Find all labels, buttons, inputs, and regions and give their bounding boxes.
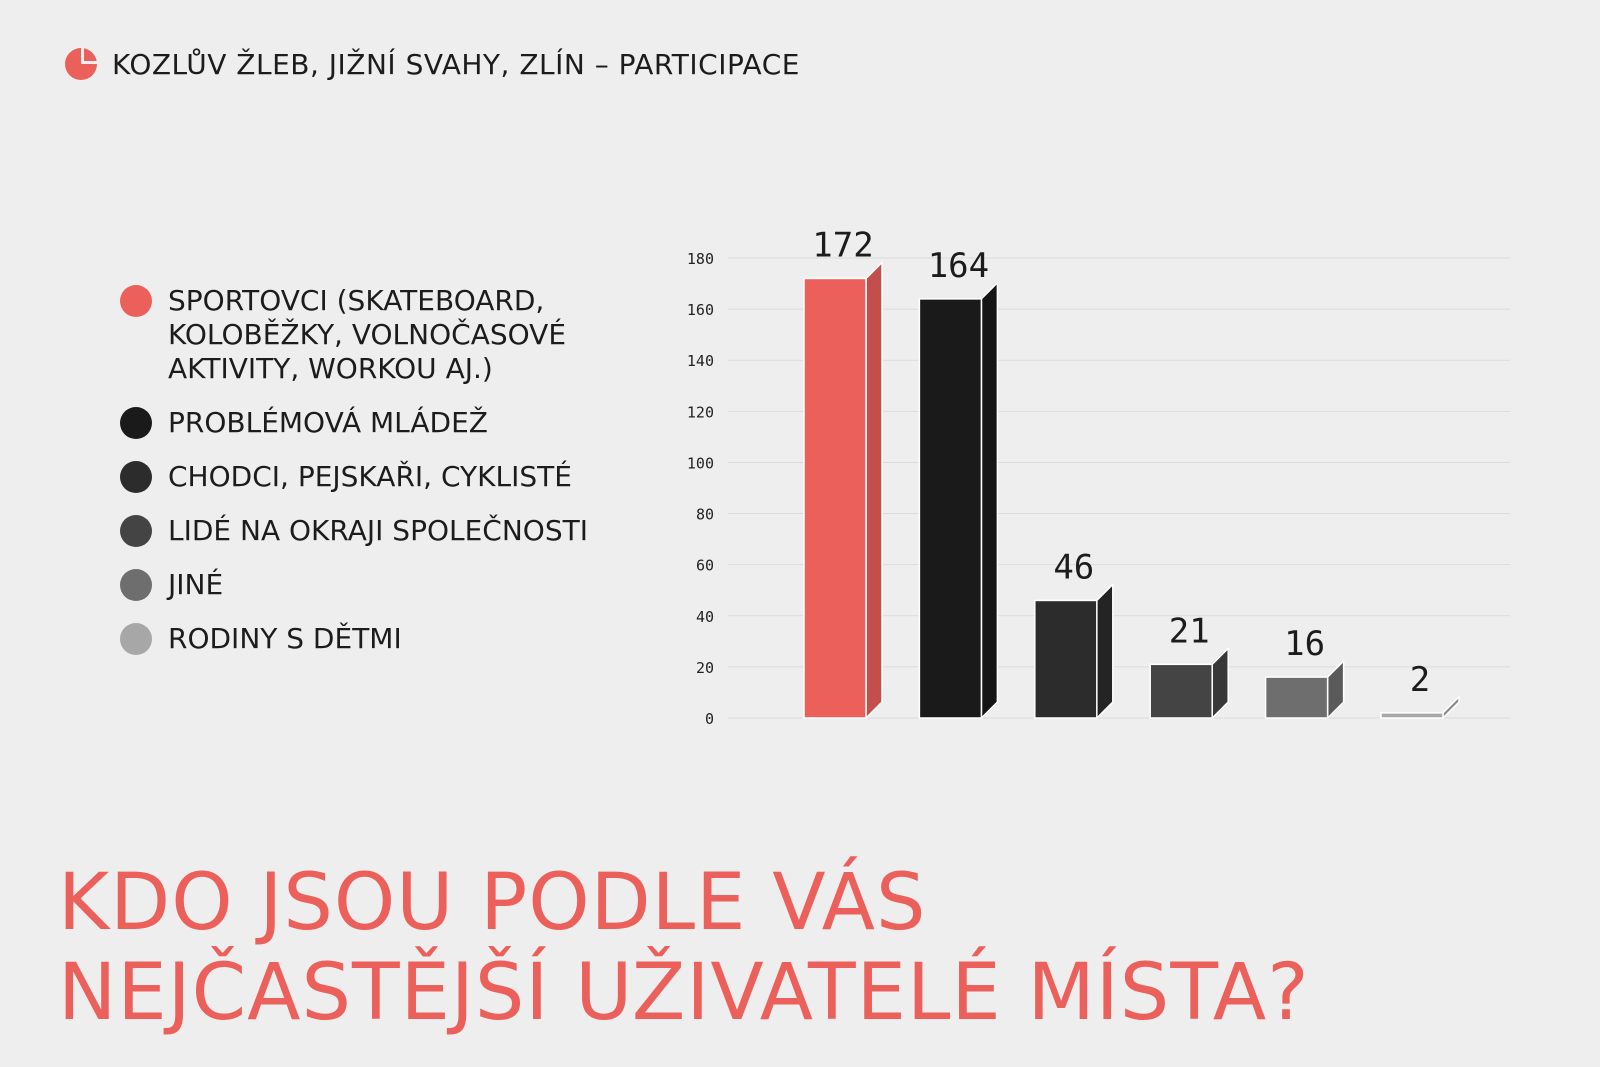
bar-side (1096, 583, 1114, 719)
legend-item: RODINY S DĚTMI (120, 622, 640, 656)
bar (1034, 599, 1098, 719)
data-label: 164 (928, 246, 989, 286)
legend-label-line: RODINY S DĚTMI (168, 622, 402, 655)
main-question: KDO JSOU PODLE VÁS NEJČASTĚJŠÍ UŽIVATELÉ… (58, 858, 1310, 1038)
legend-label-line: LIDÉ NA OKRAJI SPOLEČNOSTI (168, 514, 588, 547)
legend-dot-icon (120, 623, 152, 655)
header: KOZLŮV ŽLEB, JIŽNÍ SVAHY, ZLÍN – PARTICI… (64, 44, 800, 84)
bar (918, 298, 983, 719)
legend-label: CHODCI, PEJSKAŘI, CYKLISTÉ (168, 460, 572, 494)
bar-side (1211, 647, 1229, 719)
pie-chart-icon-shape (65, 48, 97, 80)
y-tick-label: 0 (705, 710, 714, 728)
data-label: 2 (1410, 660, 1430, 700)
y-tick-label: 100 (687, 454, 714, 472)
pie-chart-icon-slice (84, 48, 97, 61)
legend-dot-icon (120, 569, 152, 601)
legend-dot-icon (120, 461, 152, 493)
legend-label: LIDÉ NA OKRAJI SPOLEČNOSTI (168, 514, 588, 548)
y-tick-label: 140 (687, 352, 714, 370)
legend-label-line: CHODCI, PEJSKAŘI, CYKLISTÉ (168, 460, 572, 493)
legend-item: LIDÉ NA OKRAJI SPOLEČNOSTI (120, 514, 640, 548)
y-tick-label: 160 (687, 301, 714, 319)
bar (1149, 663, 1213, 719)
pie-chart-icon (65, 48, 97, 80)
y-tick-label: 180 (687, 250, 714, 268)
bar-side (1326, 660, 1345, 719)
legend-label: RODINY S DĚTMI (168, 622, 402, 656)
y-tick-label: 120 (687, 403, 714, 421)
bar-side (865, 261, 883, 719)
legend-label: SPORTOVCI (SKATEBOARD, KOLOBĚŽKY, VOLNOČA… (168, 284, 566, 386)
legend-label-line: PROBLÉMOVÁ MLÁDEŽ (168, 406, 488, 439)
main-question-line-1: KDO JSOU PODLE VÁS (58, 858, 927, 948)
bar-side (1442, 696, 1460, 719)
legend-dot-icon (120, 285, 152, 317)
data-label: 21 (1169, 611, 1210, 651)
data-label: 46 (1053, 547, 1094, 587)
y-tick-label: 80 (696, 506, 714, 524)
bar-side (980, 282, 999, 719)
bar (1264, 676, 1329, 719)
data-label: 16 (1284, 624, 1325, 664)
legend-label-line: SPORTOVCI (SKATEBOARD, (168, 284, 545, 317)
bar-chart: 0 20 40 60 80 100 120 140 160 180 172 164 46 21 16 2 (687, 225, 1510, 728)
legend-item: PROBLÉMOVÁ MLÁDEŽ (120, 406, 640, 440)
legend-dot-icon (120, 407, 152, 439)
data-label: 172 (812, 225, 873, 265)
legend-item: SPORTOVCI (SKATEBOARD, KOLOBĚŽKY, VOLNOČA… (120, 284, 640, 386)
bar (1380, 712, 1444, 719)
page-title: KOZLŮV ŽLEB, JIŽNÍ SVAHY, ZLÍN – PARTICI… (112, 47, 800, 81)
main-question-line-2: NEJČASTĚJŠÍ UŽIVATELÉ MÍSTA? (58, 948, 1310, 1038)
legend-label: JINÉ (168, 568, 223, 602)
bar (803, 277, 867, 719)
legend-dot-icon (120, 515, 152, 547)
legend-item: CHODCI, PEJSKAŘI, CYKLISTÉ (120, 460, 640, 494)
legend-label: PROBLÉMOVÁ MLÁDEŽ (168, 406, 488, 440)
legend-label-line: JINÉ (168, 568, 224, 601)
legend-label-line: KOLOBĚŽKY, VOLNOČASOVÉ (168, 318, 567, 351)
y-tick-label: 60 (696, 557, 714, 575)
chart-legend: SPORTOVCI (SKATEBOARD, KOLOBĚŽKY, VOLNOČA… (120, 284, 640, 676)
legend-label-line: AKTIVITY, WORKOU AJ.) (168, 352, 493, 385)
y-tick-label: 20 (696, 659, 714, 677)
legend-item: JINÉ (120, 568, 640, 602)
y-tick-label: 40 (696, 608, 714, 626)
